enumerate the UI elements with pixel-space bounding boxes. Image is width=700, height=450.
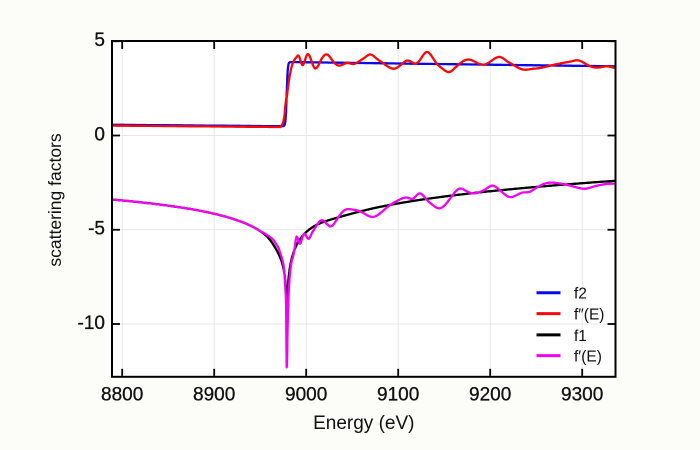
svg-text:-5: -5 (88, 219, 105, 240)
svg-text:9100: 9100 (377, 385, 419, 406)
svg-text:8900: 8900 (193, 385, 235, 406)
svg-text:f1: f1 (574, 328, 587, 345)
svg-text:f′(E): f′(E) (574, 349, 602, 366)
svg-text:f2: f2 (574, 286, 587, 303)
svg-text:0: 0 (94, 124, 105, 145)
svg-text:8800: 8800 (101, 385, 143, 406)
svg-text:9200: 9200 (469, 385, 511, 406)
svg-text:Energy (eV): Energy (eV) (313, 413, 414, 434)
svg-text:5: 5 (94, 30, 105, 51)
svg-text:-10: -10 (78, 313, 105, 334)
svg-text:scattering factors: scattering factors (45, 133, 65, 266)
svg-text:f″(E): f″(E) (574, 307, 604, 324)
svg-text:9000: 9000 (285, 385, 327, 406)
svg-text:9300: 9300 (561, 385, 603, 406)
